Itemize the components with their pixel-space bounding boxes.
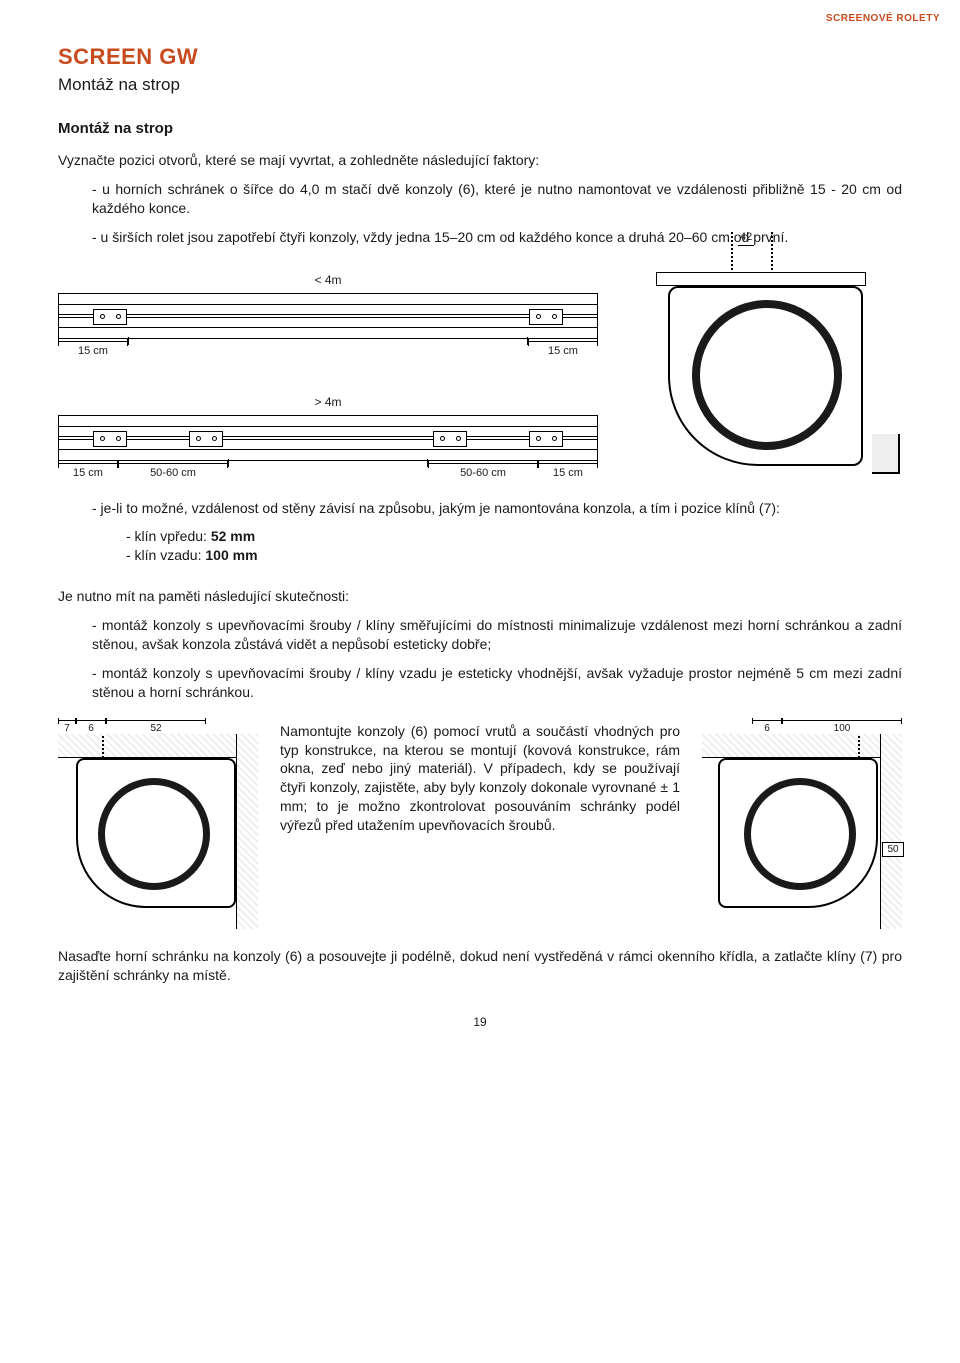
bracket — [433, 431, 467, 447]
dim-50: 50 — [882, 842, 904, 858]
bullet-3a: - klín vpředu: 52 mm — [58, 527, 902, 546]
rail-body-lt4m — [58, 293, 598, 339]
mounting-instruction: Namontujte konzoly (6) pomocí vrutů a so… — [280, 722, 680, 835]
ceiling — [702, 734, 902, 758]
dim-15cm: 15 cm — [538, 463, 598, 481]
dims-lt4m: 15 cm 15 cm — [58, 341, 598, 359]
wall — [880, 734, 902, 929]
ceiling — [58, 734, 258, 758]
roller — [692, 300, 842, 450]
diagram-row-top: < 4m 15 cm 15 cm > 4m — [58, 272, 902, 480]
roller — [744, 778, 856, 890]
cross-section-rear: 6 100 7 50 — [702, 722, 902, 917]
dim-5060cm: 50-60 cm — [428, 463, 538, 481]
cross-section-front: 7 6 52 — [58, 722, 258, 917]
title-main: SCREEN GW — [58, 42, 902, 72]
dims-gt4m: 15 cm 50-60 cm 50-60 cm 15 cm — [58, 463, 598, 481]
header-category: SCREENOVÉ ROLETY — [826, 12, 940, 26]
dim-42: 42 — [738, 230, 754, 246]
section-heading: Montáž na strop — [58, 119, 902, 139]
bullet-3b: - klín vzadu: 100 mm — [58, 546, 902, 565]
bracket — [529, 309, 563, 325]
note-2: - montáž konzoly s upevňovacími šrouby /… — [58, 664, 902, 702]
diagram-row-bottom: 7 6 52 Namontujte konzoly (6) pomocí vru… — [58, 722, 902, 917]
dim-5060cm: 50-60 cm — [118, 463, 228, 481]
bracket — [529, 431, 563, 447]
val-100mm: 100 mm — [205, 547, 257, 563]
title-sub: Montáž na strop — [58, 74, 902, 97]
bullet-3: - je-li to možné, vzdálenost od stěny zá… — [58, 499, 902, 518]
roller — [98, 778, 210, 890]
dim-15cm: 15 cm — [58, 463, 118, 481]
bracket — [93, 431, 127, 447]
intro-paragraph: Vyznačte pozici otvorů, které se mají vy… — [58, 151, 902, 170]
page: SCREENOVÉ ROLETY SCREEN GW Montáž na str… — [0, 0, 960, 1061]
rail-lt4m: < 4m 15 cm 15 cm — [58, 272, 598, 358]
ceiling-plate — [656, 272, 866, 286]
guide-lip — [872, 434, 900, 474]
rail-gt4m: > 4m 15 cm 50-60 cm 50-60 cm 15 cm — [58, 394, 598, 480]
dim-15cm-right: 15 cm — [528, 341, 598, 359]
note-1: - montáž konzoly s upevňovacími šrouby /… — [58, 616, 902, 654]
bracket — [93, 309, 127, 325]
rail-diagrams: < 4m 15 cm 15 cm > 4m — [58, 272, 598, 480]
cross-section-large: 42 — [638, 272, 888, 472]
rail-body-gt4m — [58, 415, 598, 461]
rail-label-lt4m: < 4m — [58, 272, 598, 288]
bracket — [189, 431, 223, 447]
dim-15cm-left: 15 cm — [58, 341, 128, 359]
bullet-1: - u horních schránek o šířce do 4,0 m st… — [58, 180, 902, 218]
wall — [236, 734, 258, 929]
val-52mm: 52 mm — [211, 528, 255, 544]
lead-2: Je nutno mít na paměti následující skute… — [58, 587, 902, 606]
page-number: 19 — [58, 1014, 902, 1030]
closing-paragraph: Nasaďte horní schránku na konzoly (6) a … — [58, 947, 902, 985]
rail-label-gt4m: > 4m — [58, 394, 598, 410]
